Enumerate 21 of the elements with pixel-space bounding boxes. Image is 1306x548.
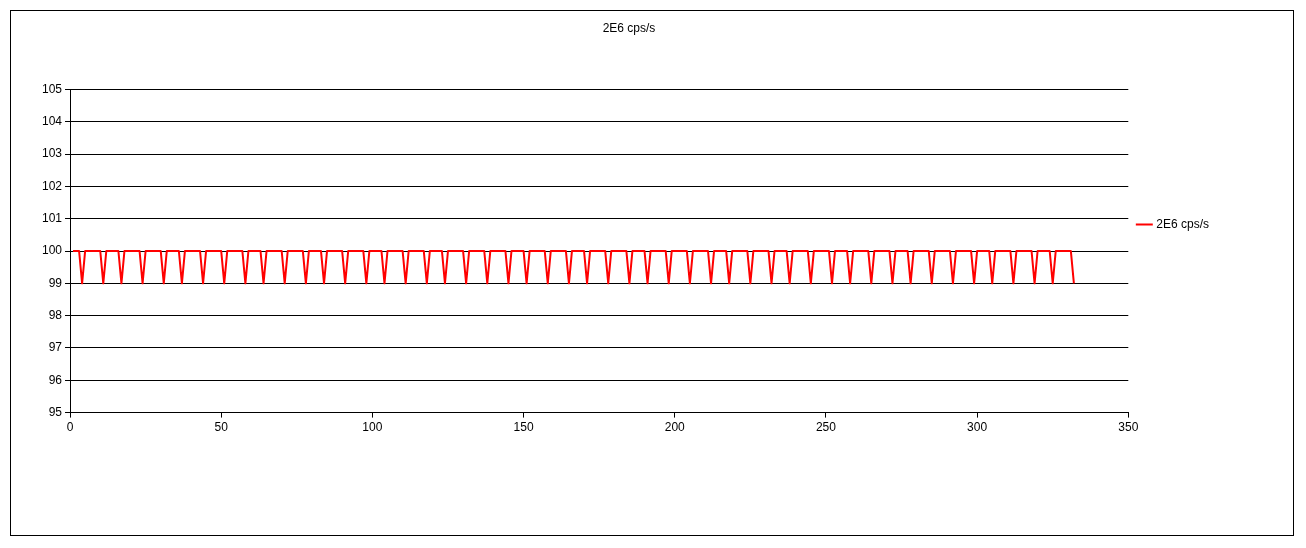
y-tick-label: 99 — [48, 275, 63, 290]
y-tick-label: 101 — [41, 210, 63, 225]
y-tick-label: 103 — [41, 146, 63, 161]
x-tick-label: 150 — [513, 420, 534, 435]
y-tick-label: 102 — [41, 178, 63, 193]
y-tick-label: 104 — [41, 114, 63, 129]
y-tick-label: 96 — [48, 372, 63, 387]
y-tick-label: 97 — [48, 340, 63, 355]
y-tick-label: 95 — [48, 404, 63, 419]
x-tick-label: 250 — [815, 420, 837, 435]
x-tick-label: 350 — [1118, 420, 1139, 435]
y-tick-label: 98 — [48, 307, 63, 322]
x-tick-label: 100 — [362, 420, 383, 435]
x-tick-label: 50 — [214, 420, 229, 435]
x-tick-label: 300 — [967, 420, 988, 435]
legend-label: 2E6 cps/s — [1156, 216, 1210, 231]
x-tick-label: 200 — [664, 420, 686, 435]
y-tick-label: 100 — [41, 243, 63, 258]
y-tick-label: 105 — [41, 81, 63, 96]
x-tick-label: 0 — [66, 420, 74, 435]
chart-title: 2E6 cps/s — [602, 20, 656, 35]
